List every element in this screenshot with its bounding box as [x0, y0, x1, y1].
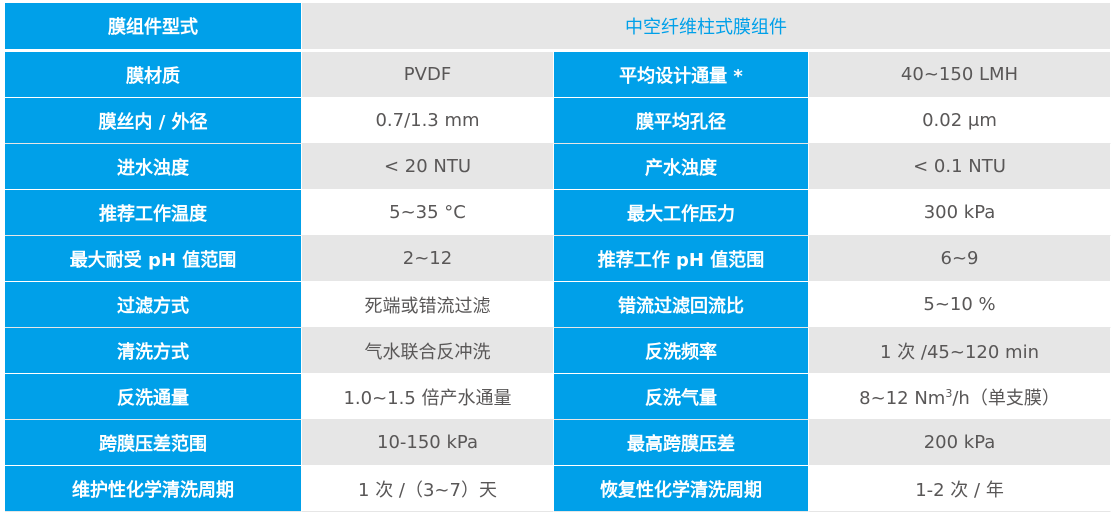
param-label: 反洗频率: [554, 328, 809, 374]
param-value: 8~12 Nm3/h（单支膜）: [809, 374, 1112, 420]
param-value: 10-150 kPa: [302, 420, 554, 466]
param-label: 膜平均孔径: [554, 98, 809, 144]
param-value: < 20 NTU: [302, 144, 554, 190]
param-label: 反洗通量: [5, 374, 302, 420]
table-row: 过滤方式 死端或错流过滤 错流过滤回流比 5~10 %: [5, 282, 1112, 328]
table-row: 推荐工作温度 5~35 °C 最大工作压力 300 kPa: [5, 190, 1112, 236]
param-value: 200 kPa: [809, 420, 1112, 466]
param-value: 5~35 °C: [302, 190, 554, 236]
param-label: 最大工作压力: [554, 190, 809, 236]
table-row: 膜丝内 / 外径 0.7/1.3 mm 膜平均孔径 0.02 μm: [5, 98, 1112, 144]
param-value: 6~9: [809, 236, 1112, 282]
value-part: 3: [945, 386, 953, 400]
param-value: 300 kPa: [809, 190, 1112, 236]
param-label: 推荐工作 pH 值范围: [554, 236, 809, 282]
param-label: 进水浊度: [5, 144, 302, 190]
param-label: 错流过滤回流比: [554, 282, 809, 328]
param-label: 产水浊度: [554, 144, 809, 190]
param-value: 40~150 LMH: [809, 52, 1112, 98]
param-label: 推荐工作温度: [5, 190, 302, 236]
param-value: 1 次 /45~120 min: [809, 328, 1112, 374]
param-label: 反洗气量: [554, 374, 809, 420]
table-row: 进水浊度 < 20 NTU 产水浊度 < 0.1 NTU: [5, 144, 1112, 190]
param-value: 1-2 次 / 年: [809, 466, 1112, 512]
param-value: 死端或错流过滤: [302, 282, 554, 328]
param-label: 维护性化学清洗周期: [5, 466, 302, 512]
table-row: 反洗通量 1.0~1.5 倍产水通量 反洗气量 8~12 Nm3/h（单支膜）: [5, 374, 1112, 420]
param-value: PVDF: [302, 52, 554, 98]
param-label: 最大耐受 pH 值范围: [5, 236, 302, 282]
spec-table: 膜组件型式 中空纤维柱式膜组件 膜材质 PVDF 平均设计通量 * 40~150 LM…: [5, 3, 1112, 512]
param-label: 清洗方式: [5, 328, 302, 374]
table-row: 维护性化学清洗周期 1 次 /（3~7）天 恢复性化学清洗周期 1-2 次 / 年: [5, 466, 1112, 512]
param-value: 1 次 /（3~7）天: [302, 466, 554, 512]
param-value: 2~12: [302, 236, 554, 282]
param-value: 5~10 %: [809, 282, 1112, 328]
table-row: 膜材质 PVDF 平均设计通量 * 40~150 LMH: [5, 52, 1112, 98]
value-part: 8~12 Nm: [859, 387, 946, 409]
table-header-row: 膜组件型式 中空纤维柱式膜组件: [5, 3, 1112, 52]
header-label: 膜组件型式: [5, 3, 302, 52]
value-part: /h（单支膜）: [952, 387, 1060, 409]
param-value: 1.0~1.5 倍产水通量: [302, 374, 554, 420]
param-value: 气水联合反冲洗: [302, 328, 554, 374]
param-value: 0.7/1.3 mm: [302, 98, 554, 144]
param-label: 恢复性化学清洗周期: [554, 466, 809, 512]
param-label: 过滤方式: [5, 282, 302, 328]
param-value: 0.02 μm: [809, 98, 1112, 144]
param-value: < 0.1 NTU: [809, 144, 1112, 190]
param-label: 平均设计通量 *: [554, 52, 809, 98]
table-row: 清洗方式 气水联合反冲洗 反洗频率 1 次 /45~120 min: [5, 328, 1112, 374]
table-row: 最大耐受 pH 值范围 2~12 推荐工作 pH 值范围 6~9: [5, 236, 1112, 282]
param-label: 跨膜压差范围: [5, 420, 302, 466]
param-label: 膜材质: [5, 52, 302, 98]
table-row: 跨膜压差范围 10-150 kPa 最高跨膜压差 200 kPa: [5, 420, 1112, 466]
param-label: 膜丝内 / 外径: [5, 98, 302, 144]
header-value: 中空纤维柱式膜组件: [302, 3, 1112, 52]
param-label: 最高跨膜压差: [554, 420, 809, 466]
